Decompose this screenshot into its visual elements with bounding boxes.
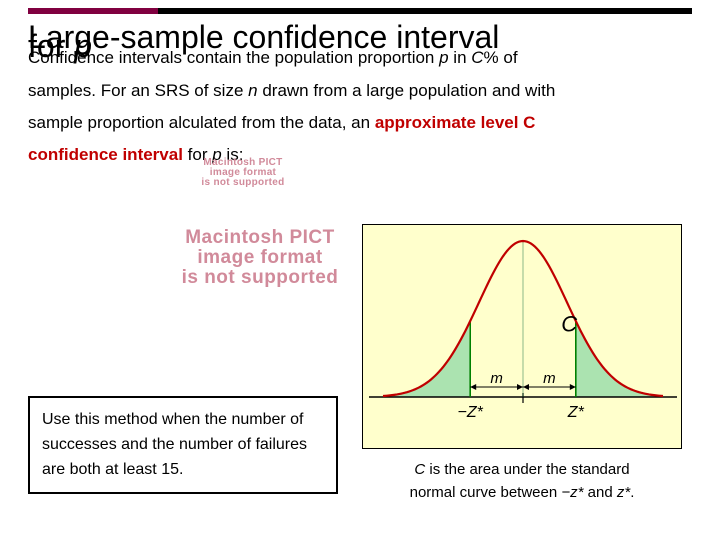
cap-f: z* — [617, 484, 630, 501]
pict-unsupported-large: Macintosh PICT image format is not suppo… — [145, 228, 375, 288]
cap-b: is the area under the standard — [425, 461, 629, 478]
chart-caption: C is the area under the standard normal … — [362, 459, 682, 504]
title-line2b: p — [74, 28, 92, 64]
t5: drawn from a large population and with — [258, 81, 556, 100]
slide-title: Large-sample confidence interval for p — [28, 20, 692, 64]
ns2a: Macintosh PICT — [185, 227, 335, 248]
svg-text:−Z*: −Z* — [458, 404, 484, 421]
ns1c: is not supported — [201, 177, 284, 188]
t7: confidence interval — [28, 145, 183, 164]
cap-e: and — [583, 484, 616, 501]
n: n — [248, 81, 257, 100]
cap-d: −z* — [561, 484, 583, 501]
cap-c: normal curve between — [410, 484, 562, 501]
svg-text:m: m — [543, 370, 556, 387]
ns2b: image format — [197, 247, 322, 268]
cap-g: . — [630, 484, 634, 501]
svg-text:C: C — [561, 311, 577, 336]
chart-wrap: Cm m −Z* Z* C is the area under the standar… — [362, 224, 682, 504]
normal-curve-chart: Cm m −Z* Z* — [362, 224, 682, 449]
cap-a: C — [414, 461, 425, 478]
use-note-box: Use this method when the number of succe… — [28, 396, 338, 494]
t6: sample proportion alculated from the dat… — [28, 113, 375, 132]
t4: samples. For an SRS of size — [28, 81, 248, 100]
p2: p — [212, 145, 221, 164]
approx: approximate level C — [375, 113, 536, 132]
svg-text:Z*: Z* — [567, 404, 585, 421]
ns2c: is not supported — [182, 267, 339, 288]
title-line2a: for — [28, 28, 74, 64]
chart-svg: Cm m −Z* Z* — [363, 225, 683, 450]
svg-text:m: m — [490, 370, 503, 387]
use-note-text: Use this method when the number of succe… — [42, 411, 307, 478]
top-rule — [28, 8, 692, 14]
t8: for — [183, 145, 212, 164]
t9: is: — [222, 145, 244, 164]
